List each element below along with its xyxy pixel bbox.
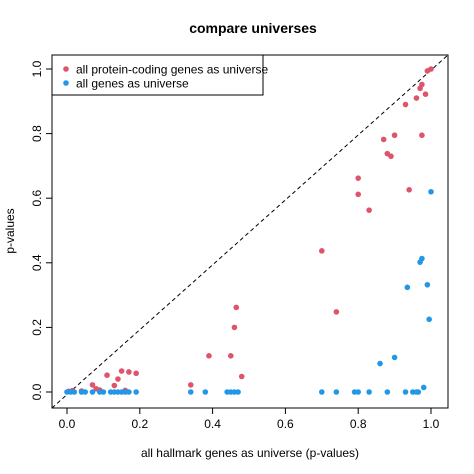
reference-diagonal-line (51, 54, 449, 409)
y-tick-label: 0.0 (30, 383, 44, 400)
all-genes-point (377, 360, 383, 367)
chart-title: compare universes (189, 20, 317, 36)
protein-coding-point (419, 81, 425, 88)
all-genes-point (235, 389, 241, 395)
all-genes-point (89, 389, 96, 395)
legend-marker-protein-coding (63, 66, 69, 72)
x-tick-label: 0.0 (59, 417, 76, 431)
x-axis-title: all hallmark genes as universe (p-values… (141, 446, 359, 460)
y-tick-label: 0.2 (30, 319, 44, 336)
y-axis-title: p-values (3, 208, 17, 253)
x-tick-label: 0.4 (204, 417, 221, 431)
legend-label-all-genes: all genes as universe (76, 77, 189, 91)
x-tick-label: 0.8 (350, 417, 367, 431)
legend-marker-all-genes (63, 80, 69, 86)
x-axis: 0.0 0.2 0.4 0.6 0.8 1.0 (59, 408, 440, 431)
y-axis: 0.0 0.2 0.4 0.6 0.8 1.0 (30, 60, 52, 400)
protein-coding-point (406, 187, 412, 193)
legend-box (51, 54, 264, 96)
all-genes-point (404, 284, 411, 291)
protein-coding-point (413, 95, 420, 101)
protein-coding-point (111, 382, 118, 389)
protein-coding-point (391, 132, 398, 139)
y-tick-label: 0.4 (30, 254, 44, 271)
all-genes-point (366, 389, 372, 395)
protein-coding-point (115, 376, 121, 382)
all-genes-point (391, 354, 398, 361)
all-genes-point (126, 389, 132, 395)
all-genes-point (355, 389, 362, 395)
all-genes-point (100, 389, 107, 395)
protein-coding-point (126, 369, 132, 375)
protein-coding-point (422, 91, 429, 97)
all-genes-point (402, 389, 409, 395)
all-genes-point (333, 389, 340, 395)
all-genes-point (426, 316, 432, 323)
protein-coding-point (355, 191, 362, 198)
all-genes-point (424, 281, 431, 288)
protein-coding-point (319, 248, 325, 254)
all-genes-point (187, 389, 194, 395)
protein-coding-point (228, 353, 234, 359)
all-genes-point (419, 255, 425, 262)
all-genes-point (82, 389, 88, 395)
legend: all protein-coding genes as universe all… (51, 54, 268, 96)
protein-coding-point (233, 304, 240, 311)
all-genes-point (202, 389, 209, 395)
all-genes-point (428, 188, 434, 195)
protein-coding-point (428, 66, 434, 72)
all-genes-point (71, 389, 78, 395)
protein-coding-point (355, 175, 362, 181)
x-tick-label: 0.2 (131, 417, 148, 431)
protein-coding-point (388, 153, 394, 160)
protein-coding-point (104, 372, 110, 379)
protein-coding-point (206, 353, 212, 359)
protein-coding-point (231, 324, 238, 331)
protein-coding-point (366, 207, 372, 213)
y-tick-label: 0.6 (30, 190, 44, 207)
protein-coding-point (238, 373, 245, 380)
protein-coding-point (133, 370, 139, 377)
protein-coding-point (333, 309, 340, 315)
protein-coding-point (380, 136, 387, 143)
x-tick-label: 0.6 (277, 417, 294, 431)
protein-coding-point (402, 101, 409, 108)
all-genes-point (415, 389, 422, 395)
legend-label-protein-coding: all protein-coding genes as universe (76, 63, 268, 77)
protein-coding-point (118, 368, 125, 374)
all-genes-point (420, 384, 427, 391)
y-tick-label: 1.0 (30, 60, 44, 77)
all-genes-point (319, 389, 325, 395)
x-tick-label: 1.0 (423, 417, 440, 431)
y-tick-label: 0.8 (30, 125, 44, 142)
protein-coding-point (187, 382, 194, 388)
all-genes-point (133, 389, 139, 395)
data-points (64, 66, 434, 395)
protein-coding-point (89, 382, 96, 388)
protein-coding-point (419, 132, 425, 139)
all-genes-point (384, 389, 391, 395)
